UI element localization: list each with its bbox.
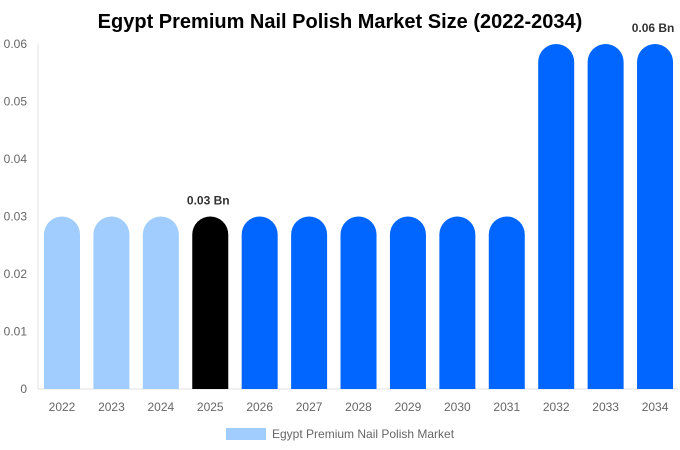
- legend[interactable]: Egypt Premium Nail Polish Market: [226, 427, 455, 441]
- x-tick-label: 2024: [147, 400, 174, 414]
- y-tick-label: 0.03: [4, 210, 28, 224]
- x-tick-label: 2022: [49, 400, 76, 414]
- data-label: 0.03 Bn: [187, 194, 230, 208]
- x-tick-label: 2029: [395, 400, 422, 414]
- legend-swatch: [226, 428, 266, 440]
- bar-2027[interactable]: [291, 216, 328, 390]
- x-tick-label: 2023: [98, 400, 125, 414]
- x-tick-label: 2026: [246, 400, 273, 414]
- bar-2022[interactable]: [44, 216, 80, 390]
- y-tick-label: 0.02: [4, 267, 28, 281]
- bar-2025[interactable]: [192, 216, 229, 390]
- bar-2032[interactable]: [538, 44, 575, 389]
- bar-2024[interactable]: [142, 216, 179, 390]
- data-label: 0.06 Bn: [632, 21, 675, 35]
- x-tick-label: 2031: [493, 400, 520, 414]
- x-tick-label: 2030: [444, 400, 471, 414]
- bar-2028[interactable]: [340, 216, 377, 390]
- y-tick-label: 0.01: [4, 325, 28, 339]
- y-tick-label: 0.04: [4, 152, 28, 166]
- y-tick-label: 0.06: [4, 37, 28, 51]
- y-tick-label: 0.05: [4, 95, 28, 109]
- x-tick-label: 2025: [197, 400, 224, 414]
- bar-2034[interactable]: [637, 44, 674, 389]
- bar-2029[interactable]: [389, 216, 426, 390]
- bar-2023[interactable]: [93, 216, 130, 390]
- x-tick-label: 2034: [642, 400, 669, 414]
- x-tick-label: 2027: [296, 400, 323, 414]
- bar-2033[interactable]: [587, 44, 624, 389]
- x-tick-label: 2032: [543, 400, 570, 414]
- chart-title: Egypt Premium Nail Polish Market Size (2…: [98, 11, 583, 33]
- x-tick-label: 2028: [345, 400, 372, 414]
- x-tick-label: 2033: [592, 400, 619, 414]
- bar-2031[interactable]: [488, 216, 525, 389]
- bar-2030[interactable]: [439, 216, 476, 390]
- y-tick-label: 0: [20, 382, 27, 396]
- bar-2026[interactable]: [241, 216, 278, 390]
- legend-label: Egypt Premium Nail Polish Market: [272, 427, 455, 441]
